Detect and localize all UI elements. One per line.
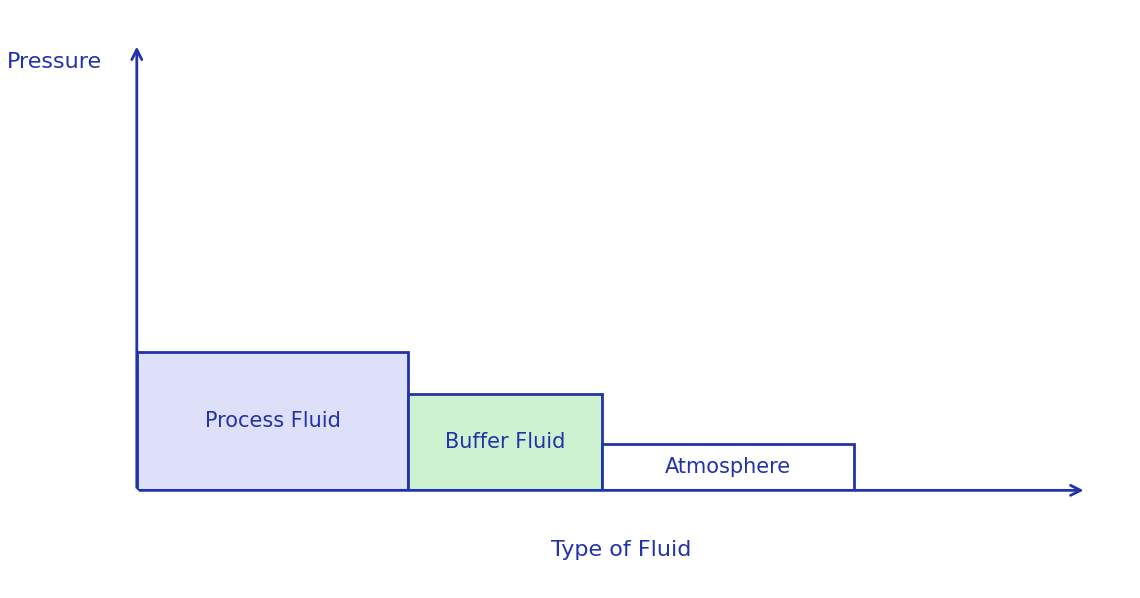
Bar	[137, 352, 408, 490]
Text: Pressure: Pressure	[7, 52, 101, 72]
Bar	[602, 444, 854, 490]
Text: Atmosphere: Atmosphere	[665, 457, 791, 477]
Bar	[408, 393, 602, 490]
Text: Buffer Fluid: Buffer Fluid	[445, 432, 565, 452]
Text: Process Fluid: Process Fluid	[204, 411, 341, 431]
Text: Type of Fluid: Type of Fluid	[551, 540, 692, 560]
